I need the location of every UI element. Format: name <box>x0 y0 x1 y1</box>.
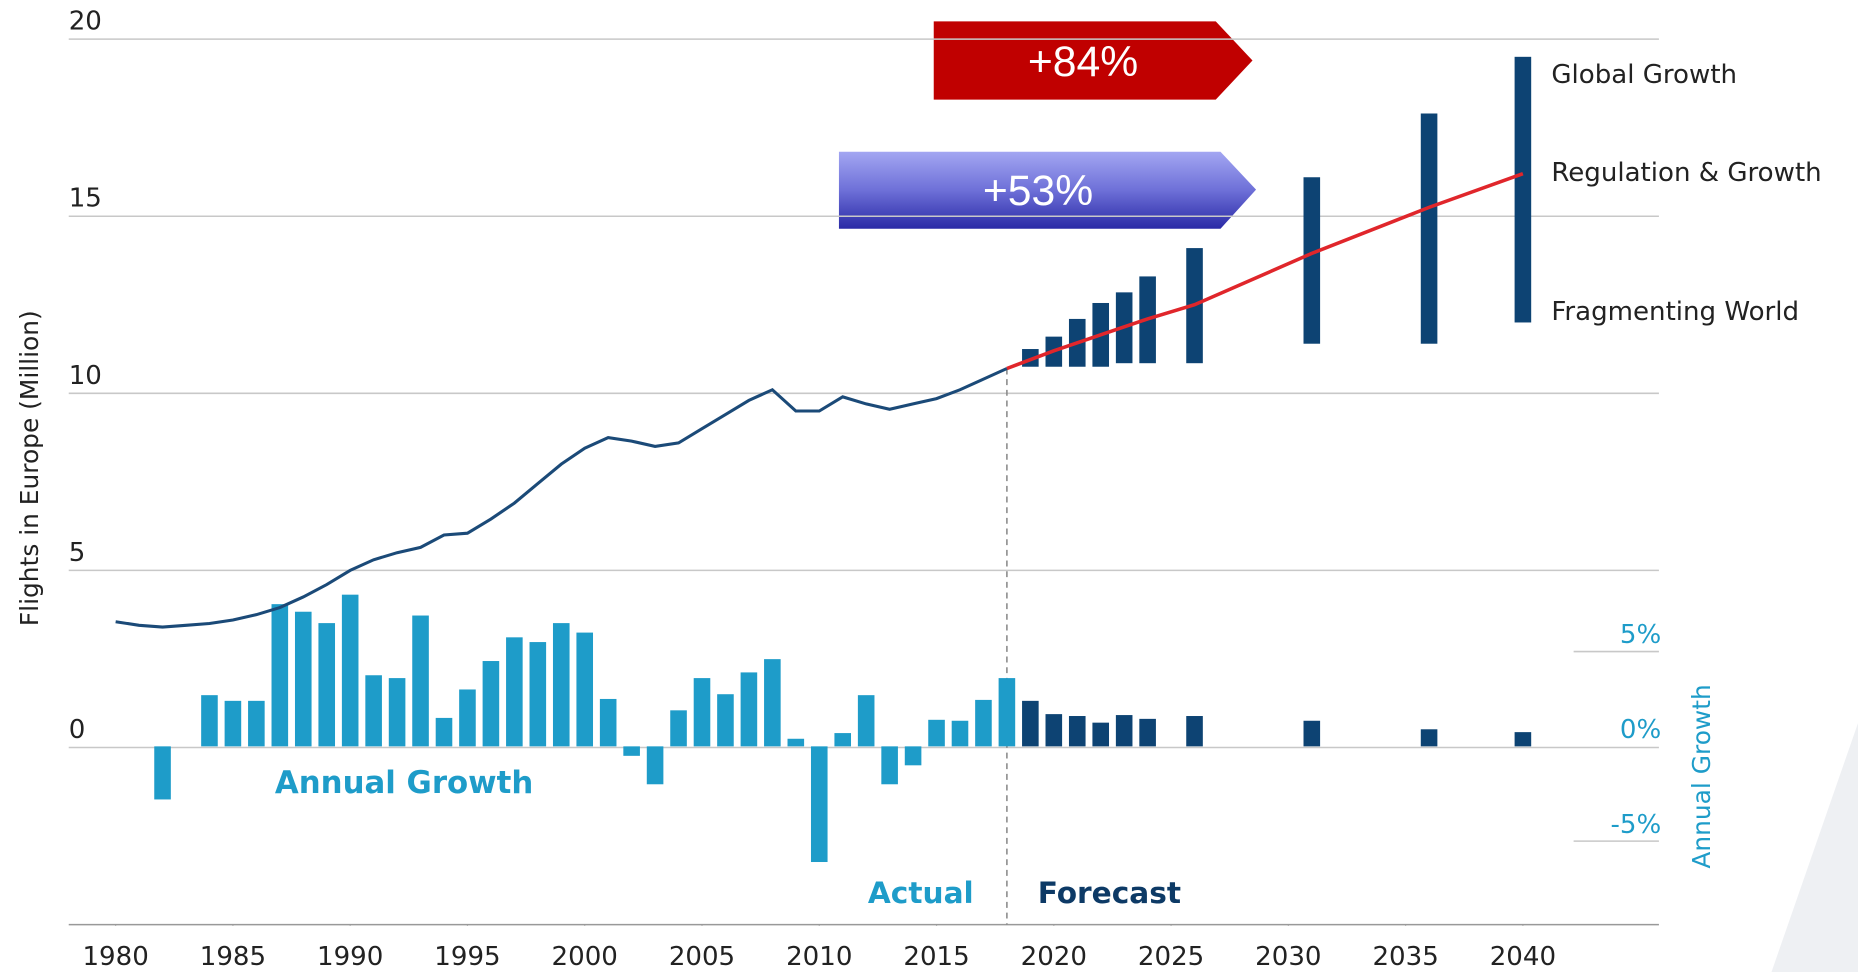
growth-bar <box>388 678 406 747</box>
annotation: +53% <box>983 167 1093 215</box>
scenario-range <box>1303 177 1321 344</box>
growth-bar <box>998 678 1016 747</box>
scenario-label: Fragmenting World <box>1551 297 1799 327</box>
growth-bar <box>670 710 687 747</box>
growth-bar <box>904 746 922 766</box>
growth-bar <box>928 719 945 747</box>
x-tick-label: 1980 <box>82 942 148 972</box>
growth-bar <box>224 700 242 747</box>
y-axis-label: Flights in Europe (Million) <box>15 310 44 626</box>
growth-bar <box>1068 716 1086 747</box>
growth-bar <box>459 689 476 747</box>
growth-bar <box>294 611 312 747</box>
arrow-53 <box>838 151 1257 229</box>
y-tick-label: 5 <box>69 538 86 568</box>
growth-bar <box>1045 714 1063 747</box>
growth-bar <box>506 637 523 747</box>
growth-bar <box>834 733 852 747</box>
growth-bar <box>881 746 898 785</box>
scenario-label: Regulation & Growth <box>1551 158 1821 188</box>
x-tick-label: 2030 <box>1255 942 1321 972</box>
growth-bar <box>646 746 664 785</box>
annotation: +84% <box>1028 38 1138 86</box>
growth-bar <box>248 700 265 747</box>
y2-tick-label: 5% <box>1620 620 1661 650</box>
growth-bar <box>857 695 875 747</box>
growth-bar <box>1115 715 1133 747</box>
decoration <box>1771 723 1858 972</box>
x-tick-label: 2040 <box>1490 942 1556 972</box>
growth-bar <box>341 594 359 747</box>
growth-label: Annual Growth <box>275 765 533 801</box>
growth-bar <box>787 738 805 747</box>
growth-bar <box>1514 732 1532 747</box>
growth-bar <box>1139 718 1156 747</box>
growth-bar <box>810 746 828 863</box>
y-tick-label: 0 <box>69 715 86 745</box>
y2-axis-label: Annual Growth <box>1687 684 1716 868</box>
growth-bar <box>412 615 429 747</box>
growth-bar <box>1186 716 1203 747</box>
growth-bar <box>717 694 734 747</box>
growth-bar <box>271 604 289 747</box>
x-tick-label: 2015 <box>903 942 969 972</box>
growth-bar <box>482 661 500 747</box>
x-tick-label: 1995 <box>434 942 500 972</box>
y2-tick-label: 0% <box>1620 715 1661 745</box>
growth-bar <box>764 659 781 747</box>
growth-bar <box>576 632 594 747</box>
growth-bar <box>318 623 336 747</box>
y2-tick-label: -5% <box>1611 810 1662 840</box>
x-tick-label: 2000 <box>552 942 618 972</box>
y-tick-label: 20 <box>69 7 102 37</box>
growth-bar <box>529 642 547 747</box>
growth-bar <box>1303 720 1321 747</box>
growth-bar <box>951 720 969 747</box>
growth-bar <box>623 746 640 756</box>
growth-bar <box>552 623 570 747</box>
line <box>1006 172 1524 371</box>
scenario-range <box>1514 56 1532 323</box>
growth-bar <box>365 675 382 747</box>
growth-bar <box>975 699 992 747</box>
x-tick-label: 2005 <box>669 942 735 972</box>
y-tick-label: 15 <box>69 184 102 214</box>
growth-bar <box>201 695 218 747</box>
x-tick-label: 1990 <box>317 942 383 972</box>
scenario-label: Global Growth <box>1551 60 1737 90</box>
x-tick-label: 2025 <box>1138 942 1204 972</box>
x-tick-label: 2035 <box>1372 942 1438 972</box>
arrow-84 <box>933 21 1253 100</box>
x-tick-label: 2020 <box>1021 942 1087 972</box>
actual-label: Actual <box>868 876 974 910</box>
growth-bar <box>599 698 617 747</box>
growth-bar <box>154 746 171 800</box>
growth-bar <box>1420 729 1438 747</box>
forecast-label: Forecast <box>1038 876 1181 910</box>
growth-bar <box>435 717 453 747</box>
y-tick-label: 10 <box>69 361 102 391</box>
x-tick-label: 2010 <box>786 942 852 972</box>
growth-bar <box>693 678 711 747</box>
growth-bar <box>1092 722 1110 747</box>
x-tick-label: 1985 <box>200 942 266 972</box>
growth-bar <box>740 672 758 747</box>
scenario-range <box>1420 113 1438 344</box>
growth-bar <box>1022 700 1039 747</box>
line <box>115 367 1008 629</box>
